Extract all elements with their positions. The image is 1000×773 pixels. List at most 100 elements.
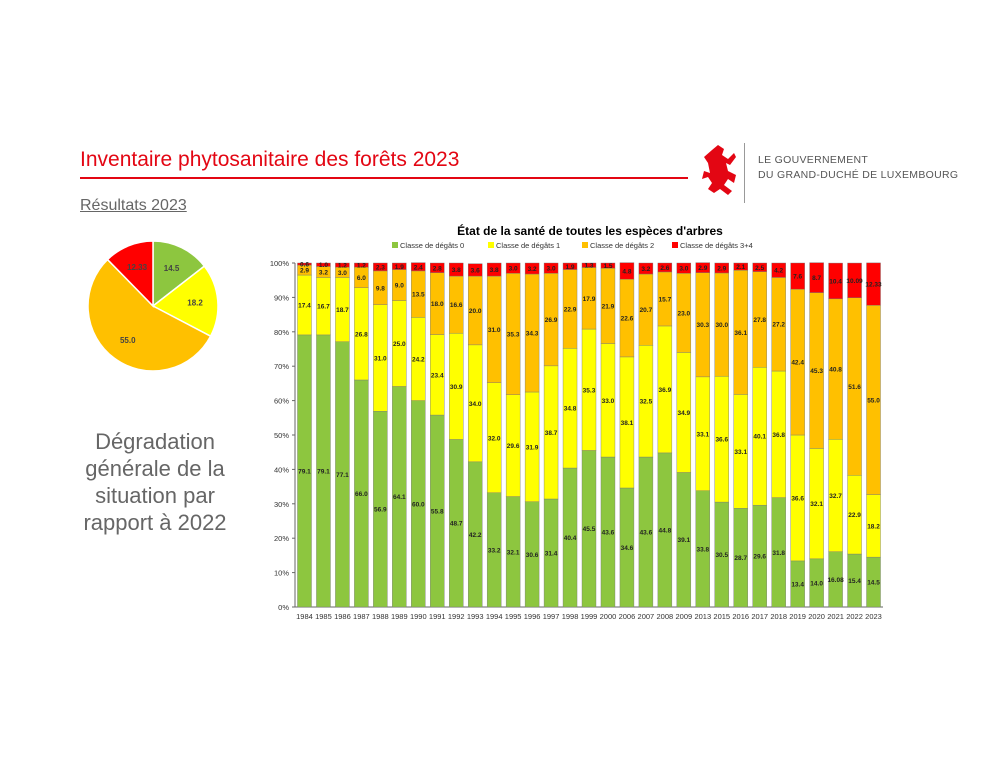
x-tick-label: 1990 [410, 612, 427, 621]
bar-segment [411, 262, 426, 272]
x-tick-label: 1987 [353, 612, 370, 621]
bar-value-label: 3.2 [641, 266, 650, 273]
bar-value-label: 17.4 [298, 302, 311, 309]
legend-swatch [672, 242, 678, 248]
x-tick-label: 1989 [391, 612, 408, 621]
bar-value-label: 26.8 [355, 331, 368, 338]
section-subtitle: Résultats 2023 [80, 197, 187, 214]
bar-value-label: 40.8 [829, 367, 842, 374]
red-lion-emblem-icon [702, 145, 736, 195]
bar-value-label: 36.6 [715, 437, 728, 444]
bar-value-label: 1.5 [603, 263, 612, 270]
x-tick-label: 2007 [638, 612, 655, 621]
x-tick-label: 2020 [808, 612, 825, 621]
y-tick-label: 100% [270, 259, 290, 268]
bar-value-label: 20.7 [640, 307, 653, 314]
x-tick-label: 2008 [657, 612, 674, 621]
pie-label: 18.2 [187, 298, 203, 307]
bar-value-label: 30.5 [715, 552, 728, 559]
x-tick-label: 1997 [543, 612, 560, 621]
bar-value-label: 4.8 [622, 268, 631, 275]
bar-value-label: 34.8 [564, 406, 577, 413]
bar-value-label: 44.8 [659, 527, 672, 534]
pie-slice [87, 258, 212, 372]
pie-slice [151, 265, 219, 338]
bar-value-label: 28.7 [734, 555, 747, 562]
bar-value-label: 2.9 [717, 265, 726, 272]
bar-value-label: 26.9 [545, 317, 558, 324]
gov-line-1: LE GOUVERNEMENT [758, 154, 869, 166]
y-tick-label: 80% [274, 328, 289, 337]
x-tick-label: 1984 [296, 612, 313, 621]
bar-value-label: 45.5 [583, 526, 596, 533]
bar-value-label: 10.4 [829, 278, 842, 285]
bar-segment [657, 262, 673, 273]
bar-value-label: 3.8 [490, 267, 499, 274]
bar-value-label: 15.4 [848, 578, 861, 585]
bar-segment [714, 262, 729, 274]
bar-value-label: 34.6 [621, 545, 634, 552]
bar-value-label: 15.7 [659, 296, 672, 303]
bar-value-label: 64.1 [393, 494, 406, 501]
bar-value-label: 36.6 [791, 495, 804, 502]
bar-value-label: 29.6 [507, 443, 520, 450]
bar-value-label: 32.1 [810, 501, 823, 508]
bar-value-label: 48.7 [450, 521, 463, 528]
bar-value-label: 27.8 [753, 317, 766, 324]
government-name: LE GOUVERNEMENT DU GRAND-DUCHÉ DE LUXEMB… [758, 153, 958, 183]
bar-value-label: 18.7 [336, 307, 349, 314]
y-tick-label: 90% [274, 293, 289, 302]
bar-value-label: 12.33 [865, 282, 882, 289]
x-tick-label: 1992 [448, 612, 465, 621]
bar-segment [790, 262, 805, 290]
bar-segment [676, 262, 692, 274]
y-tick-label: 30% [274, 500, 289, 509]
bar-value-label: 29.6 [753, 554, 766, 561]
slide-title: Inventaire phytosanitaire des forêts 202… [80, 148, 460, 171]
pie-slice [152, 240, 206, 308]
bar-value-label: 1.0 [319, 262, 328, 269]
bar-value-label: 1.2 [338, 263, 347, 270]
bar-segment [847, 262, 862, 298]
bar-value-label: 20.0 [469, 308, 482, 315]
bar-value-label: 31.0 [488, 327, 501, 334]
bar-value-label: 43.6 [602, 530, 615, 537]
bar-value-label: 1.2 [357, 263, 366, 270]
y-tick-label: 70% [274, 362, 289, 371]
bar-value-label: 31.0 [374, 355, 387, 362]
bar-value-label: 40.4 [564, 535, 577, 542]
bar-value-label: 2.6 [660, 265, 669, 272]
bar-value-label: 2.9 [698, 265, 707, 272]
bar-value-label: 34.9 [678, 410, 691, 417]
bar-value-label: 42.2 [469, 532, 482, 539]
bar-segment [335, 262, 350, 268]
bar-value-label: 27.2 [772, 322, 785, 329]
x-tick-label: 1986 [334, 612, 351, 621]
x-tick-label: 2017 [751, 612, 768, 621]
legend-label: Classe de dégâts 0 [400, 241, 464, 250]
bar-value-label: 13.5 [412, 292, 425, 299]
bar-value-label: 30.9 [450, 384, 463, 391]
bar-value-label: 6.0 [357, 275, 366, 282]
bar-value-label: 33.1 [696, 431, 709, 438]
bar-value-label: 16.6 [450, 302, 463, 309]
bar-value-label: 30.3 [696, 322, 709, 329]
bar-segment [733, 262, 748, 271]
bar-value-label: 36.8 [772, 432, 785, 439]
x-tick-label: 1991 [429, 612, 446, 621]
bar-value-label: 30.0 [715, 322, 728, 329]
y-tick-label: 0% [278, 603, 289, 612]
pie-label: 55.0 [120, 336, 136, 345]
bar-value-label: 3.2 [319, 269, 328, 276]
bar-segment [449, 262, 464, 277]
x-tick-label: 1994 [486, 612, 503, 621]
bar-value-label: 17.9 [583, 296, 596, 303]
bar-segment [752, 262, 767, 272]
bar-value-label: 2.3 [376, 264, 385, 271]
bar-value-label: 79.1 [317, 468, 330, 475]
bar-value-label: 42.4 [791, 360, 804, 367]
bar-value-label: 38.1 [621, 420, 634, 427]
bar-value-label: 34.0 [469, 401, 482, 408]
